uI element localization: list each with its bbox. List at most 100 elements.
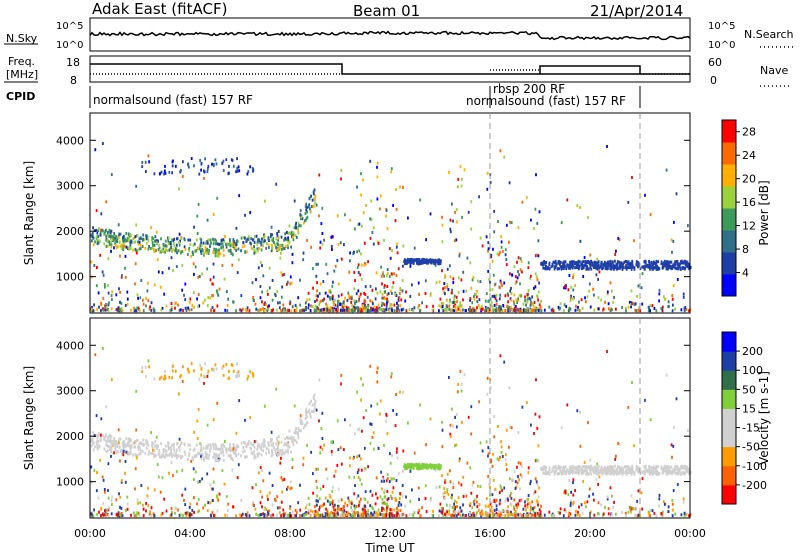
velocity-echo <box>375 476 378 480</box>
power-echo <box>207 238 210 242</box>
velocity-echo <box>656 469 658 473</box>
velocity-echo <box>455 413 458 417</box>
power-echo <box>397 307 400 311</box>
velocity-echo <box>120 451 123 455</box>
power-echo <box>197 275 200 279</box>
power-echo <box>451 308 454 312</box>
velocity-echo <box>536 512 539 516</box>
power-echo <box>279 256 282 260</box>
velocity-echo <box>505 428 508 432</box>
power-echo <box>413 306 416 310</box>
power-echo <box>476 289 478 293</box>
power-echo <box>383 285 386 289</box>
power-echo <box>432 304 434 308</box>
power-echo <box>330 235 333 239</box>
velocity-echo <box>475 500 478 504</box>
power-echo <box>671 297 674 301</box>
power-echo <box>579 239 582 243</box>
power-echo <box>635 309 638 313</box>
power-echo <box>562 309 565 313</box>
velocity-echo <box>173 449 176 453</box>
y-tick-label: 4000 <box>56 134 84 147</box>
power-echo <box>421 301 423 305</box>
power-echo <box>647 309 650 313</box>
power-echo <box>362 178 364 182</box>
velocity-echo <box>491 493 494 497</box>
velocity-echo <box>285 450 287 453</box>
power-echo <box>395 245 398 249</box>
velocity-echo <box>379 399 382 403</box>
velocity-echo <box>455 443 458 447</box>
velocity-echo <box>104 513 107 517</box>
power-echo <box>211 306 214 310</box>
velocity-echo <box>315 499 318 503</box>
velocity-echo <box>304 512 306 516</box>
velocity-echo <box>389 461 392 465</box>
velocity-echo <box>257 471 260 475</box>
power-echo <box>574 266 576 270</box>
power-echo <box>586 295 589 299</box>
power-echo <box>588 289 591 293</box>
power-echo <box>266 309 269 313</box>
power-echo <box>684 266 686 270</box>
velocity-echo <box>153 514 156 518</box>
velocity-echo <box>417 463 420 467</box>
velocity-echo <box>206 509 209 513</box>
power-echo <box>145 241 148 245</box>
velocity-echo <box>280 440 283 444</box>
velocity-echo <box>485 514 488 517</box>
power-echo <box>177 303 179 307</box>
power-echo <box>260 248 263 252</box>
power-echo <box>417 258 420 262</box>
velocity-echo <box>355 505 358 508</box>
power-echo <box>461 215 463 219</box>
velocity-echo <box>158 377 161 381</box>
velocity-echo <box>236 374 239 378</box>
power-echo <box>463 168 466 172</box>
velocity-echo <box>120 448 123 452</box>
velocity-echo <box>367 465 369 469</box>
power-echo <box>168 170 171 174</box>
power-echo <box>398 309 401 313</box>
power-echo <box>654 266 657 270</box>
velocity-echo <box>568 479 571 482</box>
velocity-echo <box>183 498 185 502</box>
power-echo <box>557 260 560 264</box>
power-echo <box>619 266 622 270</box>
velocity-echo <box>587 421 589 425</box>
power-echo <box>281 243 284 247</box>
power-echo <box>190 308 193 312</box>
power-echo <box>194 265 197 269</box>
velocity-echo <box>136 511 139 515</box>
velocity-echo <box>399 509 402 513</box>
velocity-echo <box>281 490 284 494</box>
power-echo <box>530 308 533 312</box>
power-echo <box>105 234 108 238</box>
velocity-echo <box>127 437 130 441</box>
power-echo <box>96 231 99 235</box>
velocity-echo <box>171 455 173 458</box>
velocity-echo <box>168 375 171 379</box>
power-echo <box>297 226 299 230</box>
power-echo <box>688 309 690 313</box>
power-echo <box>438 304 441 308</box>
power-echo <box>341 304 344 308</box>
power-scatter-points <box>90 142 692 313</box>
velocity-echo <box>180 374 182 377</box>
velocity-echo <box>314 509 317 513</box>
power-echo <box>238 169 241 173</box>
velocity-echo <box>411 488 413 492</box>
velocity-echo <box>235 514 237 518</box>
power-echo <box>597 260 600 264</box>
velocity-echo <box>574 513 577 517</box>
velocity-echo <box>529 514 532 518</box>
power-echo <box>598 270 601 274</box>
power-echo <box>164 164 166 168</box>
velocity-echo <box>527 494 530 497</box>
velocity-echo <box>145 442 148 446</box>
power-echo <box>506 304 509 308</box>
power-echo <box>460 177 463 181</box>
velocity-echo <box>430 466 433 470</box>
velocity-echo <box>200 443 203 447</box>
power-echo <box>236 166 239 170</box>
